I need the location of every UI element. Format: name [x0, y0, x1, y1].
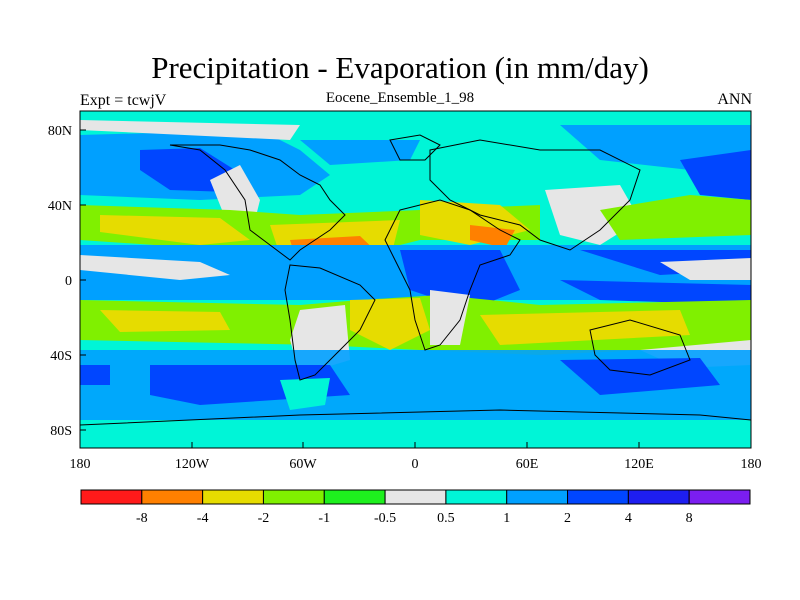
colorbar-label: -8	[136, 511, 148, 526]
season-label: ANN	[717, 91, 752, 108]
coastline-south-america	[284, 264, 376, 381]
coastline-greenland	[389, 134, 441, 161]
colorbar-swatch	[506, 489, 569, 505]
coastline-australia	[589, 319, 691, 376]
colorbar-swatch	[80, 489, 143, 505]
lat-label: 80S	[50, 424, 72, 439]
field-region	[100, 215, 250, 245]
colorbar-label: 4	[625, 511, 632, 526]
field-region	[660, 258, 751, 280]
lon-label: 60W	[289, 457, 317, 472]
colorbar-swatch	[384, 489, 447, 505]
field-region	[80, 420, 751, 448]
tick-marks	[79, 129, 752, 448]
field-region	[280, 378, 330, 410]
lat-label: 40S	[50, 349, 72, 364]
colorbar-label: -4	[197, 511, 209, 526]
lat-label: 80N	[48, 124, 72, 139]
coastline-africa	[384, 199, 521, 351]
lon-label: 60E	[516, 457, 539, 472]
lon-label: 180	[70, 457, 91, 472]
colorbar-swatch	[688, 489, 751, 505]
lat-label: 40N	[48, 199, 72, 214]
colorbar-label: 1	[503, 511, 510, 526]
field-region	[80, 120, 300, 140]
field-region	[560, 280, 751, 305]
field-region	[80, 255, 230, 280]
field-region	[430, 290, 470, 345]
coastlines	[80, 134, 751, 426]
ensemble-label: Eocene_Ensemble_1_98	[325, 90, 475, 106]
colorbar-label: 2	[564, 511, 571, 526]
colorbar-swatch	[567, 489, 629, 505]
lon-label: 120W	[175, 457, 210, 472]
field-region	[100, 310, 230, 332]
colorbar-label: -2	[258, 511, 270, 526]
pe-field	[80, 111, 751, 448]
colorbar-label: -1	[318, 511, 330, 526]
latitude-labels: 80N 40N 0 40S 80S	[48, 124, 72, 439]
field-region	[80, 365, 110, 385]
colorbar	[80, 489, 751, 505]
field-region	[480, 310, 690, 345]
colorbar-swatch	[323, 489, 386, 505]
colorbar-labels: -8 -4 -2 -1 -0.5 0.5 1 2 4 8	[136, 511, 693, 526]
experiment-label: Expt = tcwjV	[80, 92, 167, 109]
field-region	[470, 225, 515, 248]
colorbar-swatch	[141, 489, 204, 505]
lat-label: 0	[65, 274, 72, 289]
lon-label: 180	[741, 457, 762, 472]
lon-label: 0	[412, 457, 419, 472]
map-title: Precipitation - Evaporation (in mm/day)	[151, 50, 649, 85]
coastline-antarctica	[80, 409, 751, 426]
colorbar-swatch	[202, 489, 264, 505]
field-region	[560, 358, 720, 395]
longitude-labels: 180 120W 60W 0 60E 120E 180	[70, 457, 762, 472]
colorbar-swatch	[445, 489, 508, 505]
field-region	[680, 150, 751, 200]
colorbar-label: 0.5	[437, 511, 455, 526]
colorbar-label: -0.5	[374, 511, 396, 526]
colorbar-label: 8	[686, 511, 693, 526]
field-region	[300, 140, 420, 165]
colorbar-swatch	[627, 489, 690, 505]
colorbar-swatch	[262, 489, 325, 505]
lon-label: 120E	[624, 457, 654, 472]
coastline-north-america	[169, 144, 346, 261]
coastline-eurasia	[429, 139, 641, 251]
field-region	[600, 195, 751, 240]
